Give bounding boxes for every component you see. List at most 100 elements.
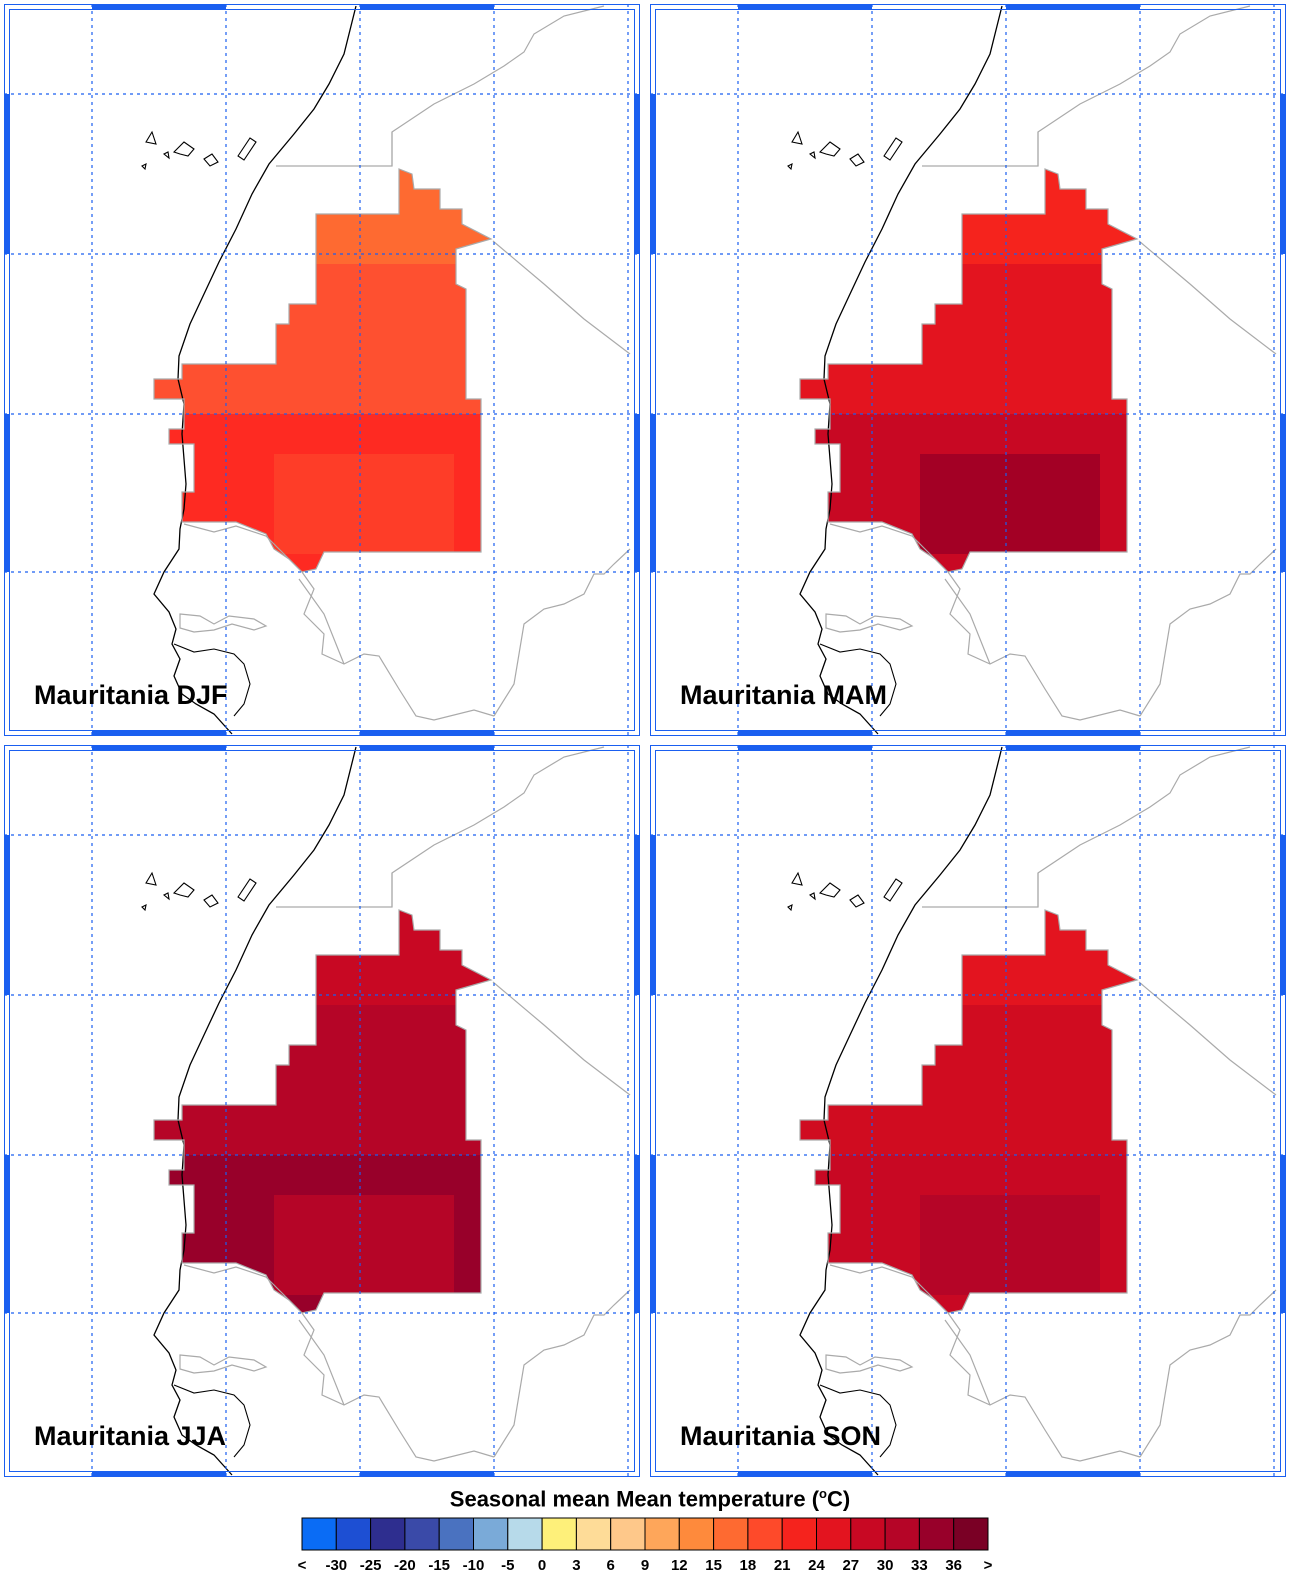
temperature-patch — [920, 454, 1100, 554]
colorbar-tick-label: 33 — [911, 1557, 928, 1574]
frame-tick-left — [650, 835, 656, 995]
panel-title: Mauritania DJF — [34, 680, 228, 710]
temperature-band-central — [154, 264, 491, 414]
frame-tick-left — [650, 94, 656, 254]
colorbar-title: Seasonal mean Mean temperature (oC) — [449, 1486, 851, 1512]
border-senegal-inner — [944, 1319, 991, 1406]
colorbar-tick-label: 12 — [671, 1557, 688, 1574]
frame-outer — [4, 4, 640, 736]
colorbar-swatch — [575, 1517, 612, 1551]
colorbar-tick-label: 0 — [538, 1557, 546, 1574]
colorbar-tick-label: -20 — [394, 1557, 416, 1574]
temperature-patch — [274, 1195, 454, 1295]
frame-tick-top — [738, 745, 872, 751]
frame-outer — [4, 745, 640, 1477]
border-gambia — [825, 1354, 914, 1374]
frame-tick-right — [1280, 414, 1286, 572]
coastline — [799, 746, 1003, 1476]
frame-tick-left — [4, 835, 10, 995]
border-mauritania — [799, 168, 1139, 573]
frame-tick-right — [634, 414, 640, 572]
frame-tick-right — [634, 1155, 640, 1313]
colorbar-tick-label: 30 — [877, 1557, 894, 1574]
colorbar-tick-label: 9 — [641, 1557, 649, 1574]
border-gambia — [179, 613, 268, 633]
coastline-south — [819, 643, 897, 717]
frame-inner — [9, 750, 635, 1472]
border-algeria-mali — [1138, 981, 1277, 1096]
colorbar-tick-label: < — [298, 1557, 307, 1574]
border-mali — [493, 1289, 631, 1458]
border-gambia — [825, 613, 914, 633]
border-mauritania — [153, 168, 493, 573]
temperature-band-central — [154, 1005, 491, 1155]
coastline — [799, 5, 1003, 735]
border-senegal-inner — [944, 578, 991, 665]
island — [787, 163, 793, 171]
colorbar-swatch — [644, 1517, 680, 1551]
border-mali — [1139, 548, 1277, 717]
colorbar-swatch — [747, 1517, 783, 1551]
frame-tick-left — [4, 94, 10, 254]
frame-tick-top — [92, 745, 226, 751]
border-senegal-inner — [298, 578, 345, 665]
border-gambia — [179, 1354, 268, 1374]
coastline — [153, 5, 357, 735]
temperature-band-central — [800, 264, 1137, 414]
frame-inner — [655, 750, 1281, 1472]
border-mauritania — [153, 909, 493, 1314]
frame-outer — [650, 745, 1286, 1477]
island — [172, 882, 195, 898]
colorbar-swatch — [884, 1517, 920, 1551]
colorbar-tick-label: > — [984, 1557, 993, 1574]
island — [141, 904, 147, 912]
border-algeria-mali — [492, 240, 631, 355]
frame-tick-right — [1280, 94, 1286, 254]
frame-inner — [655, 9, 1281, 731]
island — [818, 141, 841, 157]
panel-title: Mauritania MAM — [680, 680, 887, 710]
frame-tick-top — [1006, 745, 1140, 751]
island — [808, 151, 816, 160]
map-panel: Mauritania JJA — [4, 745, 640, 1477]
island — [162, 892, 170, 901]
colorbar-swatch — [850, 1517, 886, 1551]
frame-tick-left — [4, 414, 10, 572]
frame-tick-right — [634, 835, 640, 995]
frame-tick-top — [360, 745, 494, 751]
colorbar-swatch — [953, 1517, 989, 1551]
island — [145, 130, 157, 145]
colorbar-tick-label: -30 — [325, 1557, 347, 1574]
frame-tick-bottom — [738, 730, 872, 736]
island — [818, 882, 841, 898]
frame-tick-right — [1280, 835, 1286, 995]
temperature-patch — [274, 454, 454, 554]
frame-tick-top — [738, 4, 872, 10]
island — [145, 871, 157, 886]
colorbar-tick-label: 3 — [572, 1557, 580, 1574]
island — [237, 878, 257, 902]
map-panel: Mauritania MAM — [650, 4, 1286, 736]
border-senegal — [829, 1264, 1141, 1462]
panel-title: Mauritania SON — [680, 1421, 881, 1451]
colorbar-tick-label: 15 — [705, 1557, 722, 1574]
frame-tick-bottom — [360, 1471, 494, 1477]
temperature-patch — [920, 1195, 1100, 1295]
colorbar-tick-label: -10 — [463, 1557, 485, 1574]
map-canvas: Mauritania SON — [650, 745, 1286, 1477]
panel-title: Mauritania JJA — [34, 1421, 226, 1451]
border-western-sahara — [922, 746, 1251, 908]
colorbar-tick-label: -15 — [428, 1557, 450, 1574]
map-panel: Mauritania SON — [650, 745, 1286, 1477]
coastline-south — [173, 643, 251, 717]
frame-tick-bottom — [92, 730, 226, 736]
colorbar-swatch — [301, 1517, 337, 1551]
border-senegal — [183, 523, 495, 721]
border-senegal-inner — [298, 1319, 345, 1406]
colorbar-swatch — [610, 1517, 646, 1551]
colorbar-tick-label: 21 — [774, 1557, 791, 1574]
colorbar-tick-label: 24 — [808, 1557, 825, 1574]
border-mali — [493, 548, 631, 717]
island — [172, 141, 195, 157]
island — [808, 892, 816, 901]
